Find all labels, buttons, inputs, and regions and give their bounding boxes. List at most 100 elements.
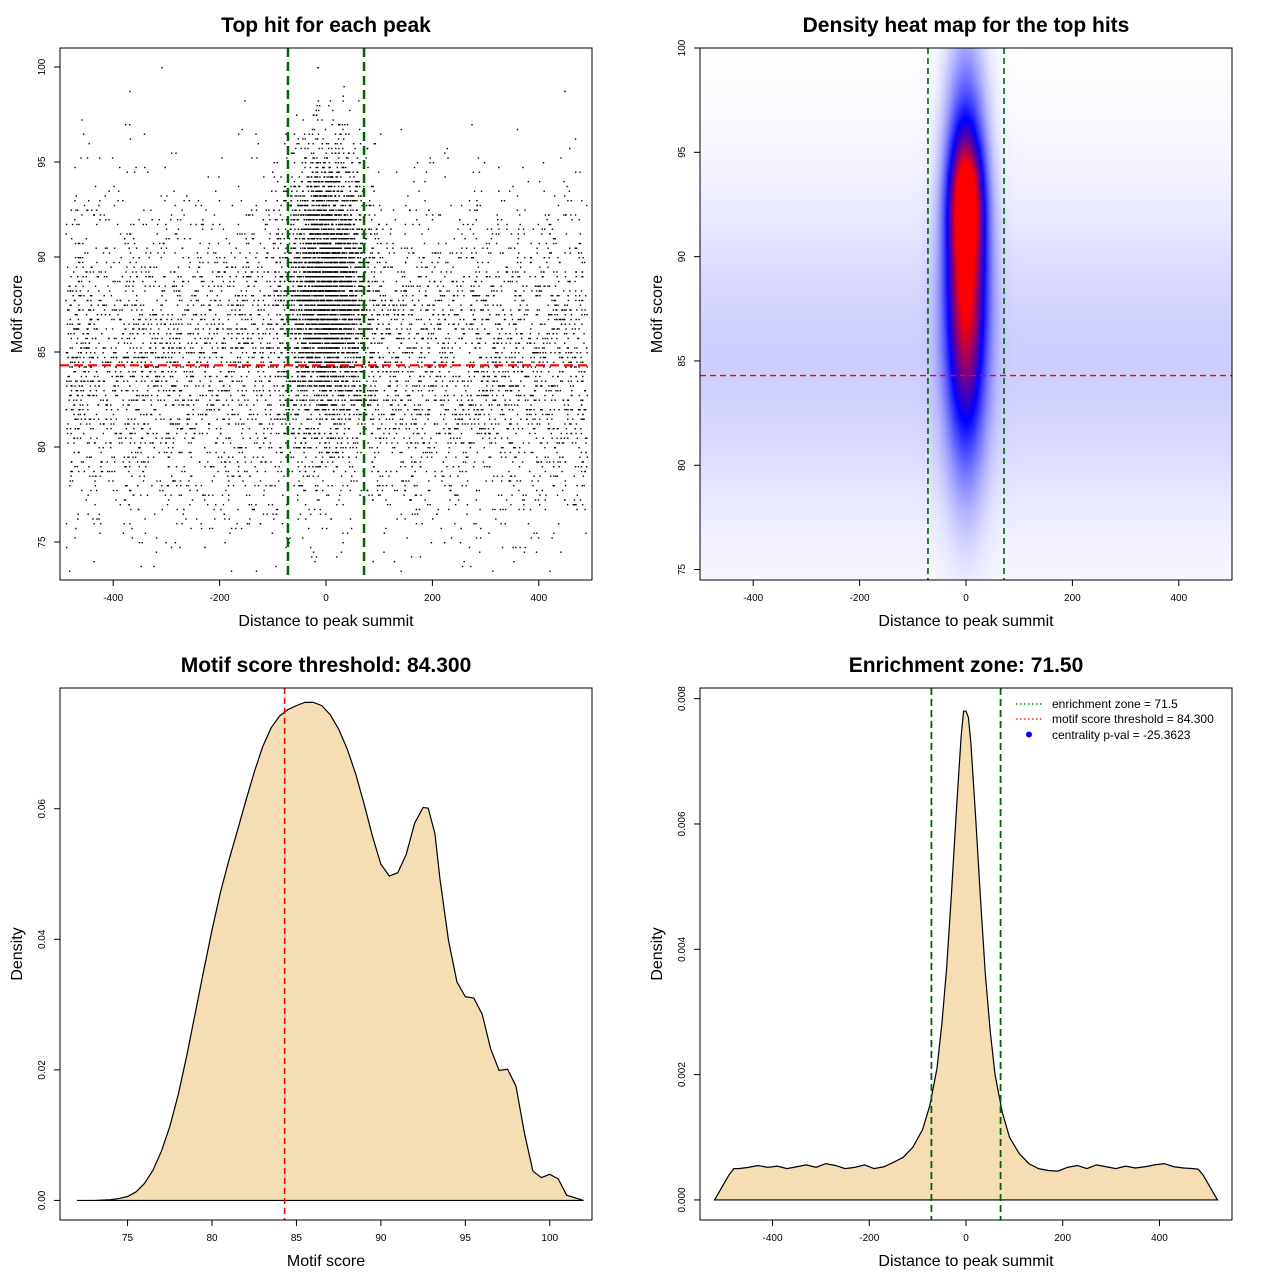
scatter-point xyxy=(553,271,555,273)
scatter-point xyxy=(309,257,312,259)
scatter-point xyxy=(350,280,353,283)
scatter-point xyxy=(294,238,296,240)
scatter-point xyxy=(397,337,399,340)
scatter-point xyxy=(98,271,100,273)
scatter-point xyxy=(88,456,91,458)
scatter-point xyxy=(292,214,295,216)
scatter-point xyxy=(330,233,332,235)
scatter-point xyxy=(359,257,362,259)
scatter-point xyxy=(369,290,371,292)
scatter-point xyxy=(327,195,330,197)
scatter-point xyxy=(558,466,560,468)
scatter-point xyxy=(328,252,330,254)
scatter-point xyxy=(313,214,316,216)
scatter-point xyxy=(351,304,354,306)
scatter-point xyxy=(321,328,323,330)
scatter-point xyxy=(308,314,311,316)
scatter-point xyxy=(584,508,586,511)
scatter-point xyxy=(312,271,314,273)
scatter-point xyxy=(336,271,339,273)
scatter-point xyxy=(341,124,344,126)
scatter-point xyxy=(293,181,296,183)
scatter-point xyxy=(355,185,357,188)
scatter-point xyxy=(341,209,343,211)
scatter-point xyxy=(323,200,326,202)
scatter-point xyxy=(338,318,341,321)
scatter-point xyxy=(336,385,339,387)
scatter-point xyxy=(322,219,324,221)
scatter-point xyxy=(329,176,332,178)
scatter-point xyxy=(352,171,354,173)
scatter-point xyxy=(534,432,536,435)
scatter-point xyxy=(311,295,313,297)
scatter-point xyxy=(315,219,317,221)
scatter-point xyxy=(295,309,298,311)
scatter-point xyxy=(313,290,316,292)
scatter-point xyxy=(352,261,354,264)
scatter-point xyxy=(298,185,300,188)
scatter-point xyxy=(312,209,314,211)
scatter-point xyxy=(280,470,283,473)
scatter-point xyxy=(347,352,350,354)
scatter-point xyxy=(317,67,319,69)
scatter-point xyxy=(362,266,364,268)
scatter-point xyxy=(378,413,380,416)
scatter-point xyxy=(364,266,366,268)
scatter-point xyxy=(305,347,307,349)
scatter-point xyxy=(324,409,326,411)
scatter-point xyxy=(311,380,313,382)
scatter-point xyxy=(306,271,309,273)
scatter-point xyxy=(373,143,375,145)
scatter-point xyxy=(333,418,335,420)
scatter-point xyxy=(452,380,454,382)
scatter-point xyxy=(377,494,380,496)
scatter-point xyxy=(302,266,305,268)
scatter-point xyxy=(315,228,318,230)
scatter-point xyxy=(309,432,311,435)
scatter-point xyxy=(161,304,163,306)
scatter-point xyxy=(308,295,310,297)
scatter-point xyxy=(536,295,539,297)
scatter-point xyxy=(523,290,525,292)
scatter-point xyxy=(446,290,448,292)
scatter-point xyxy=(298,480,300,482)
scatter-point xyxy=(430,333,433,335)
scatter-point xyxy=(480,404,482,406)
scatter-point xyxy=(335,223,337,226)
scatter-point xyxy=(261,380,263,382)
scatter-point xyxy=(332,404,334,406)
scatter-point xyxy=(516,209,519,211)
scatter-point xyxy=(462,223,464,226)
scatter-point xyxy=(352,380,354,382)
scatter-point xyxy=(432,214,434,216)
scatter-point xyxy=(299,242,302,245)
scatter-point xyxy=(300,299,302,302)
scatter-point xyxy=(324,171,327,173)
scatter-point xyxy=(342,271,344,273)
scatter-point xyxy=(326,333,329,335)
scatter-point xyxy=(156,432,158,435)
scatter-point xyxy=(317,271,319,273)
scatter-point xyxy=(328,219,330,221)
scatter-point xyxy=(576,309,578,311)
scatter-point xyxy=(294,337,296,340)
scatter-point xyxy=(349,176,351,178)
scatter-point xyxy=(319,380,321,382)
scatter-point xyxy=(382,314,385,316)
scatter-point xyxy=(312,347,314,349)
scatter-point xyxy=(332,109,334,112)
scatter-point xyxy=(472,361,475,363)
scatter-point xyxy=(420,276,422,278)
scatter-point xyxy=(337,252,340,254)
scatter-point xyxy=(536,456,538,458)
scatter-point xyxy=(339,309,341,311)
scatter-point xyxy=(581,485,583,487)
scatter-point xyxy=(350,304,353,306)
scatter-point xyxy=(336,233,338,235)
scatter-point xyxy=(230,347,232,349)
scatter-point xyxy=(163,451,166,454)
scatter-point xyxy=(323,214,325,216)
scatter-point xyxy=(369,200,371,202)
scatter-point xyxy=(191,375,193,378)
scatter-point xyxy=(150,413,153,416)
